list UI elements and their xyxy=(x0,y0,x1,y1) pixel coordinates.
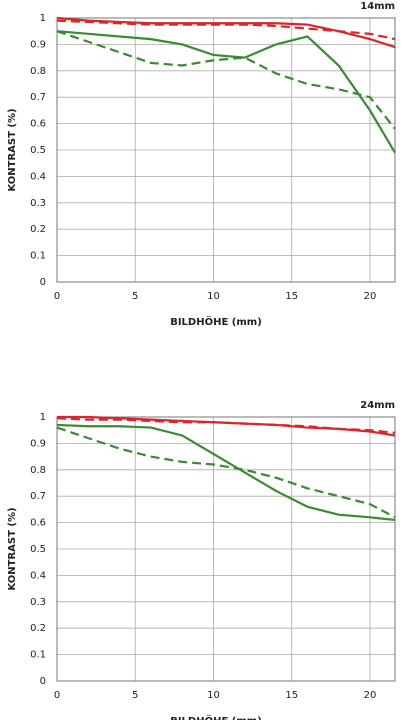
x-axis-label: BILDHÖHE (mm) xyxy=(170,713,262,720)
y-tick-label: 0.7 xyxy=(30,491,46,502)
y-tick-label: 0.4 xyxy=(30,171,46,182)
y-tick-label: 0.8 xyxy=(30,465,46,476)
y-tick-label: 0.5 xyxy=(30,145,46,156)
y-tick-label: 0.9 xyxy=(30,438,46,449)
y-tick-label: 0.1 xyxy=(30,650,46,661)
plot-frame xyxy=(56,17,396,283)
mtf-line xyxy=(56,423,396,522)
x-tick-label: 10 xyxy=(207,690,220,701)
mtf-line xyxy=(56,426,396,519)
mtf-line xyxy=(56,417,396,434)
y-tick-label: 0.3 xyxy=(30,198,46,209)
y-tick-label: 1 xyxy=(40,13,46,24)
x-tick-label: 20 xyxy=(364,291,377,302)
y-axis-label: KONTRAST (%) xyxy=(7,108,18,191)
y-tick-label: 0 xyxy=(40,676,46,687)
y-tick-label: 0.1 xyxy=(30,251,46,262)
y-tick-label: 1 xyxy=(40,412,46,423)
x-tick-label: 0 xyxy=(54,291,60,302)
chart-title: 14mm xyxy=(360,1,395,12)
x-tick-label: 10 xyxy=(207,291,220,302)
y-axis-label: KONTRAST (%) xyxy=(7,507,18,590)
y-tick-label: 0 xyxy=(40,277,46,288)
y-tick-label: 0.8 xyxy=(30,66,46,77)
mtf-line xyxy=(56,19,396,41)
y-tick-label: 0.3 xyxy=(30,597,46,608)
x-axis-label: BILDHÖHE (mm) xyxy=(170,314,262,328)
x-tick-label: 5 xyxy=(132,291,138,302)
y-tick-label: 0.2 xyxy=(30,623,46,634)
y-tick-label: 0.2 xyxy=(30,224,46,235)
x-tick-label: 20 xyxy=(364,690,377,701)
x-tick-label: 5 xyxy=(132,690,138,701)
mtf-line xyxy=(56,30,396,130)
y-tick-label: 0.5 xyxy=(30,544,46,555)
chart-title: 24mm xyxy=(360,400,395,411)
plot-frame xyxy=(56,416,396,682)
y-tick-label: 0.4 xyxy=(30,570,46,581)
mtf-line xyxy=(56,30,396,154)
y-tick-label: 0.9 xyxy=(30,39,46,50)
x-tick-label: 15 xyxy=(285,291,298,302)
y-tick-label: 0.6 xyxy=(30,518,46,529)
x-tick-label: 15 xyxy=(285,690,298,701)
x-tick-label: 0 xyxy=(54,690,60,701)
y-tick-label: 0.6 xyxy=(30,119,46,130)
y-tick-label: 0.7 xyxy=(30,92,46,103)
